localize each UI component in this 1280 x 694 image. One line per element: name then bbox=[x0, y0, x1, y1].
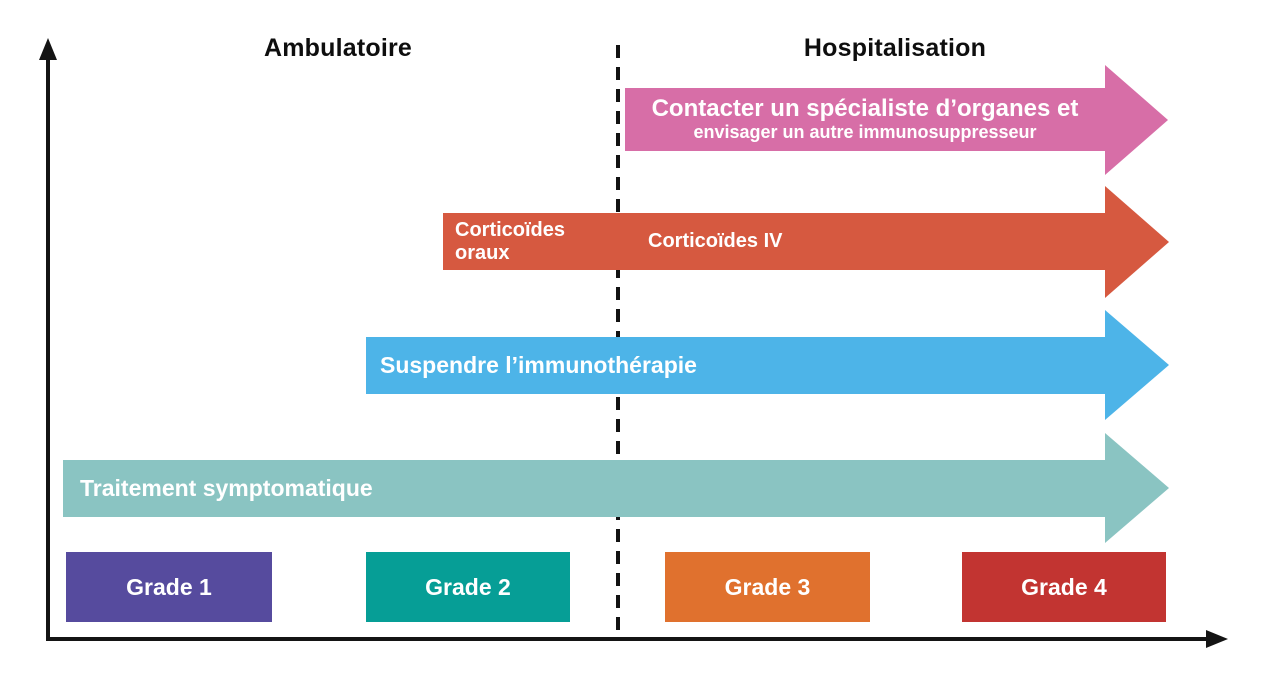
section-label-hospitalisation: Hospitalisation bbox=[803, 34, 987, 62]
grade-4-box: Grade 4 bbox=[962, 552, 1166, 622]
x-axis-arrowhead-icon bbox=[1206, 630, 1228, 648]
x-axis-line bbox=[46, 637, 1208, 641]
grade-4-label: Grade 4 bbox=[1021, 573, 1107, 600]
grade-3-box: Grade 3 bbox=[665, 552, 870, 622]
arrow-symptomatic-treatment-head-icon bbox=[1105, 433, 1169, 543]
arrow-contact-specialist-label-line1: Contacter un spécialiste d’organes et bbox=[651, 94, 1079, 122]
arrow-contact-specialist: Contacter un spécialiste d’organes et en… bbox=[625, 88, 1105, 151]
arrow-corticoides-oraux-label: Corticoïdes oraux bbox=[455, 218, 566, 264]
y-axis-line bbox=[46, 56, 50, 641]
arrow-corticoides: Corticoïdes oraux Corticoïdes IV bbox=[443, 213, 1105, 270]
arrow-symptomatic-treatment-label: Traitement symptomatique bbox=[80, 475, 373, 501]
arrow-suspend-immunotherapy-head-icon bbox=[1105, 310, 1169, 420]
grade-1-label: Grade 1 bbox=[126, 573, 212, 600]
arrow-corticoides-iv-label: Corticoïdes IV bbox=[648, 230, 783, 252]
grade-2-box: Grade 2 bbox=[366, 552, 570, 622]
arrow-symptomatic-treatment: Traitement symptomatique bbox=[63, 460, 1105, 517]
arrow-suspend-immunotherapy-label: Suspendre l’immunothérapie bbox=[380, 352, 697, 378]
y-axis-arrowhead-icon bbox=[39, 38, 57, 60]
grade-1-box: Grade 1 bbox=[66, 552, 272, 622]
grade-2-label: Grade 2 bbox=[425, 573, 511, 600]
arrow-contact-specialist-label-line2: envisager un autre immunosuppresseur bbox=[693, 121, 1037, 142]
grade-3-label: Grade 3 bbox=[724, 573, 811, 600]
arrow-suspend-immunotherapy: Suspendre l’immunothérapie bbox=[366, 337, 1105, 394]
arrow-contact-specialist-head-icon bbox=[1105, 65, 1168, 175]
arrow-corticoides-head-icon bbox=[1105, 186, 1169, 298]
section-label-ambulatoire: Ambulatoire bbox=[263, 34, 413, 62]
